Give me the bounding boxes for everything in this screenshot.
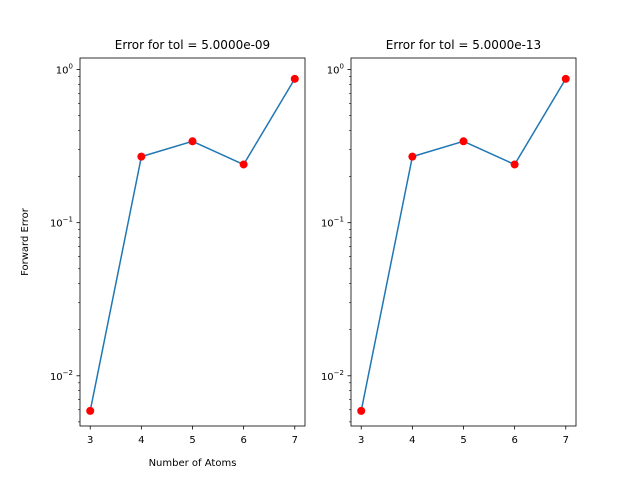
data-point	[408, 152, 417, 161]
plot-area	[351, 58, 576, 426]
y-tick-base: 10	[50, 219, 63, 230]
y-tick-exponent: −1	[334, 216, 344, 224]
x-tick-label: 6	[240, 435, 246, 446]
y-tick-base: 10	[321, 372, 334, 383]
axes-frame	[350, 57, 577, 427]
chart-title: Error for tol = 5.0000e-09	[115, 38, 270, 52]
y-tick-base: 10	[327, 66, 340, 77]
data-point	[188, 137, 197, 146]
data-point	[510, 160, 519, 169]
y-tick-base: 10	[50, 372, 63, 383]
y-tick-label: 10−2	[321, 369, 344, 383]
y-tick-base: 10	[321, 219, 334, 230]
data-point	[137, 152, 146, 161]
data-point	[290, 74, 299, 83]
y-tick-label: 100	[327, 63, 344, 77]
x-tick-label: 5	[189, 435, 195, 446]
y-tick-exponent: 0	[340, 63, 344, 71]
x-tick-label: 6	[511, 435, 517, 446]
y-tick-base: 10	[56, 66, 69, 77]
x-tick-label: 4	[409, 435, 415, 446]
data-point	[357, 406, 366, 415]
y-tick-exponent: −2	[334, 369, 344, 377]
plot-area	[80, 58, 305, 426]
x-tick-label: 7	[563, 435, 569, 446]
y-tick-label: 10−1	[50, 216, 73, 230]
data-point	[239, 160, 248, 169]
axes-frame	[79, 57, 306, 427]
x-tick-label: 4	[138, 435, 144, 446]
data-point	[459, 137, 468, 146]
y-tick-exponent: 0	[69, 63, 73, 71]
x-tick-label: 5	[460, 435, 466, 446]
y-tick-exponent: −2	[63, 369, 73, 377]
y-tick-label: 100	[56, 63, 73, 77]
y-tick-exponent: −1	[63, 216, 73, 224]
x-tick-label: 7	[292, 435, 298, 446]
x-tick-label: 3	[358, 435, 364, 446]
x-axis-label: Number of Atoms	[149, 458, 237, 469]
y-tick-label: 10−1	[321, 216, 344, 230]
y-tick-label: 10−2	[50, 369, 73, 383]
y-axis-label: Forward Error	[20, 207, 31, 276]
data-point	[86, 406, 95, 415]
data-point	[561, 74, 570, 83]
x-tick-label: 3	[87, 435, 93, 446]
chart-title: Error for tol = 5.0000e-13	[386, 38, 541, 52]
